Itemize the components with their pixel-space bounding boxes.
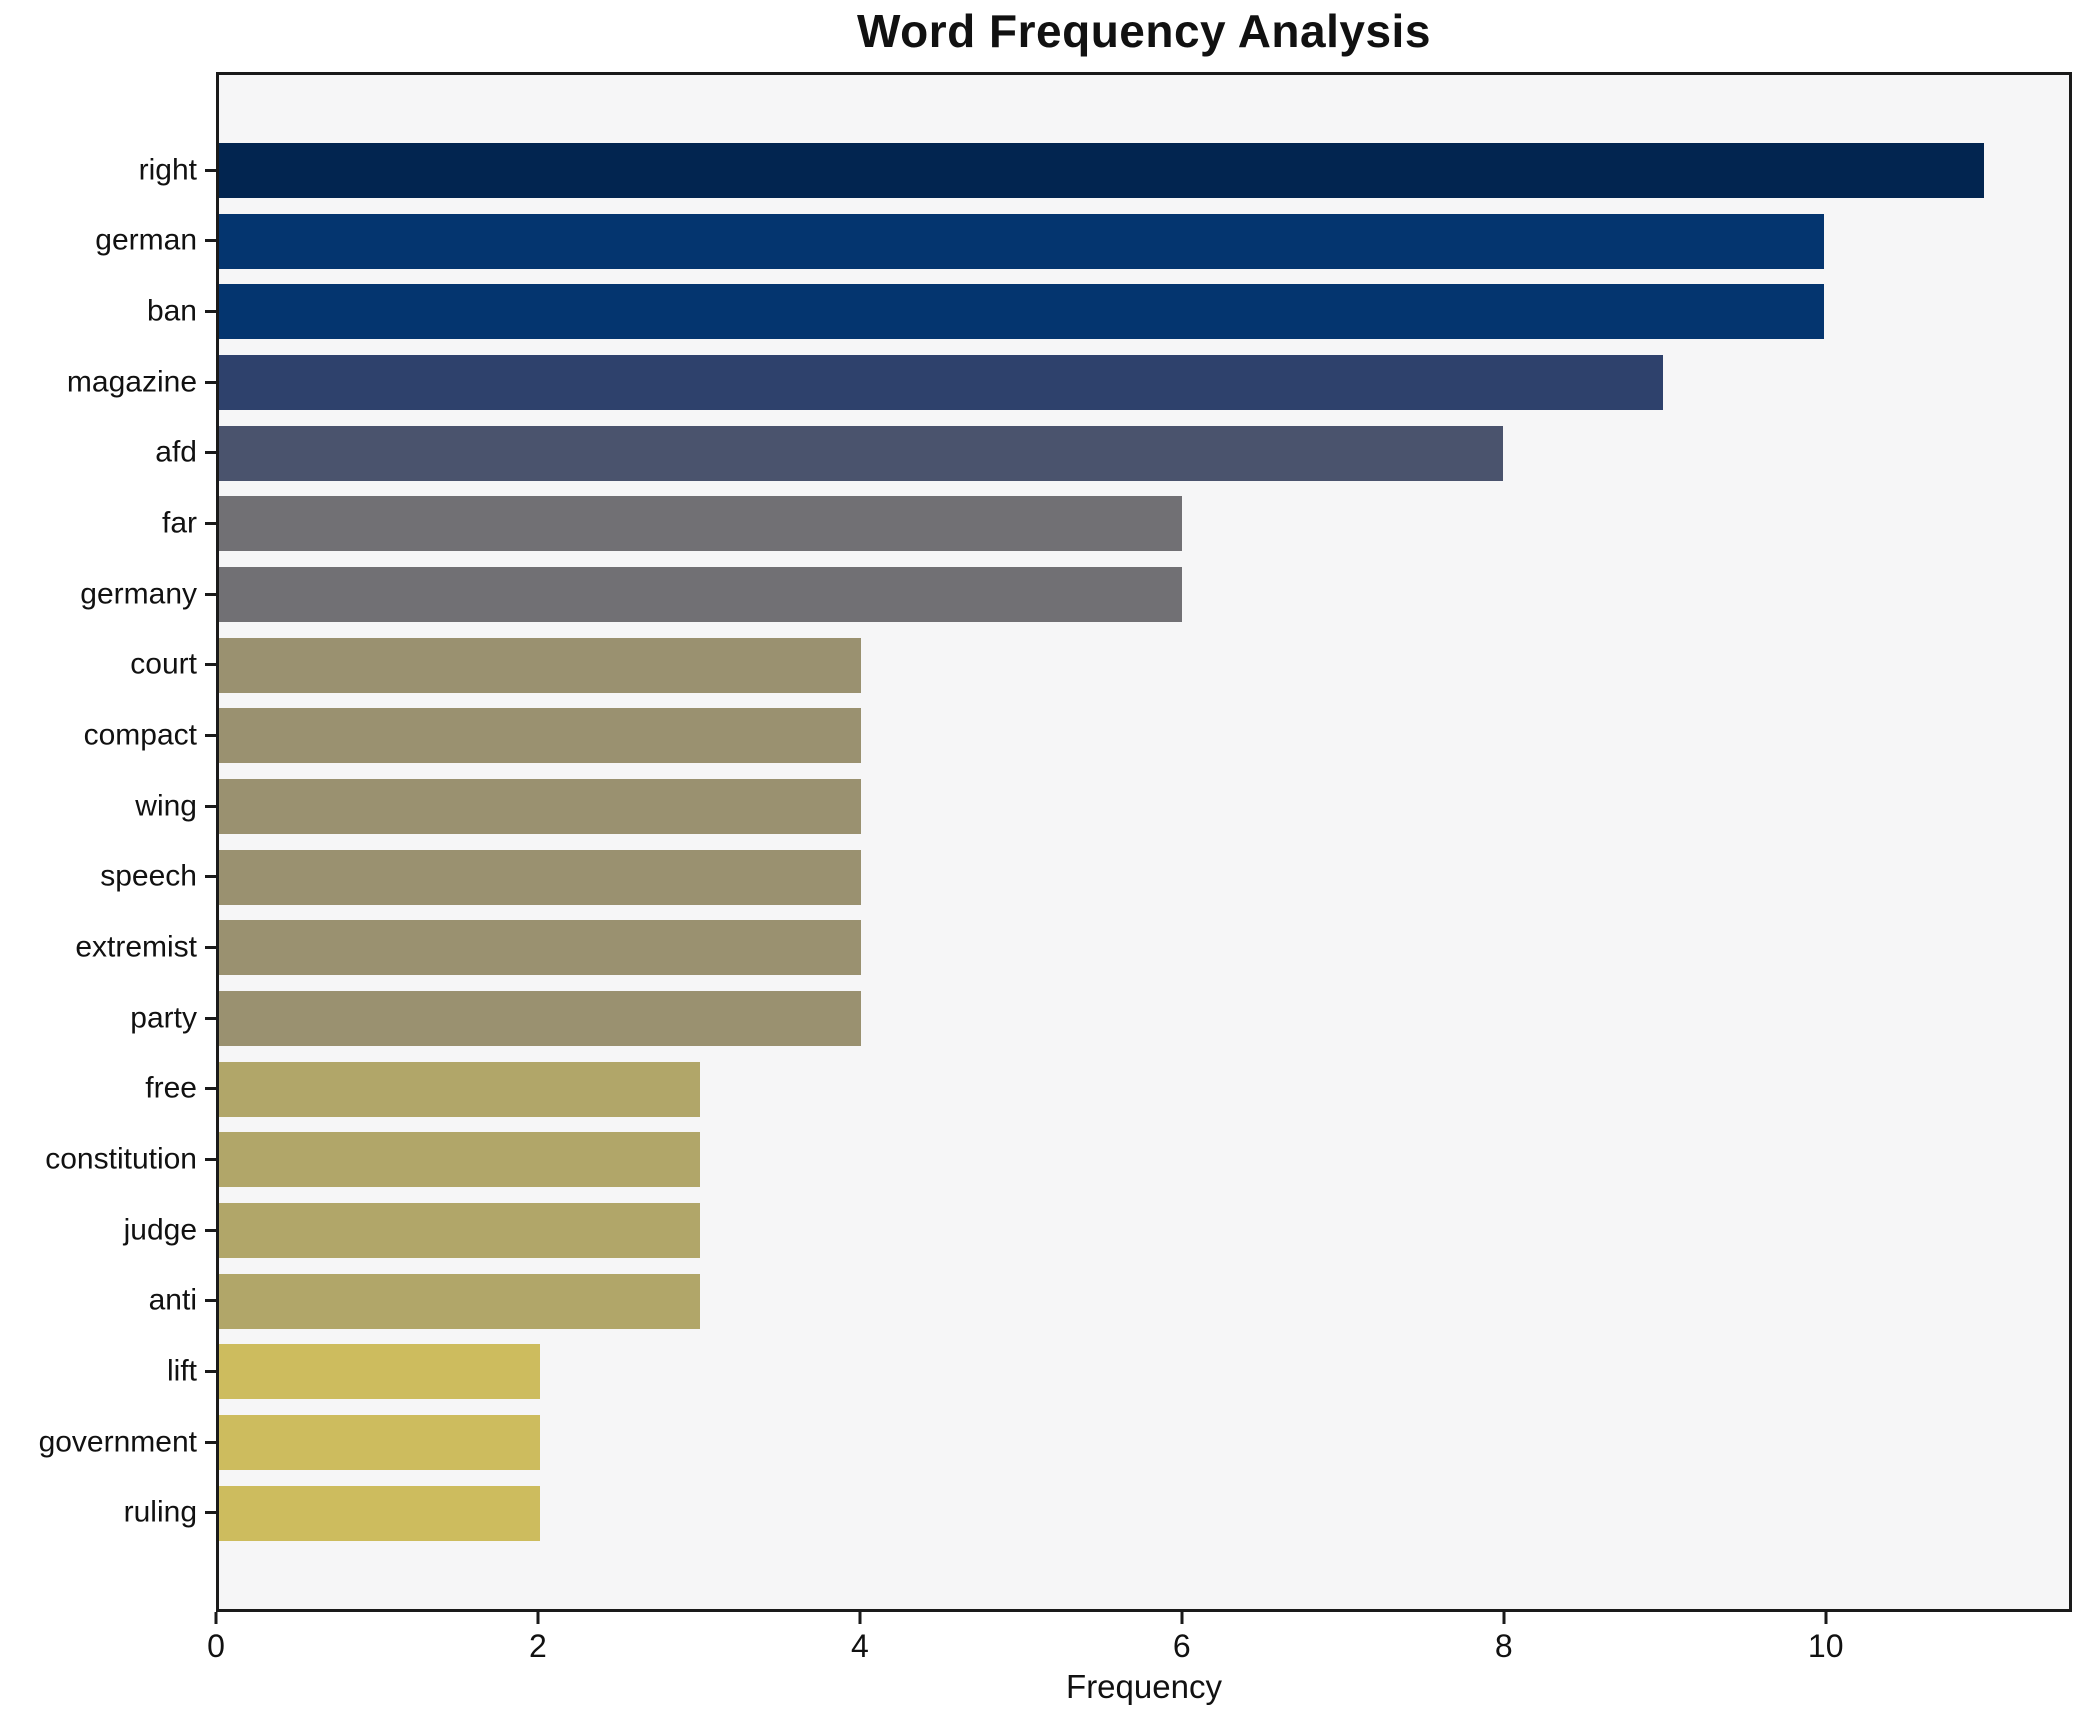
y-tick-mark (205, 733, 216, 737)
bar (219, 1132, 701, 1188)
y-tick-label: government (38, 1424, 197, 1458)
x-tick-mark (214, 1612, 218, 1624)
bar (219, 849, 861, 905)
y-tick-label: free (145, 1071, 197, 1105)
bar (219, 1203, 701, 1259)
bar (219, 425, 1503, 481)
bar (219, 1344, 540, 1400)
y-tick-mark (205, 451, 216, 455)
y-tick-label: german (95, 223, 197, 257)
bar-row: constitution (45, 1132, 2069, 1188)
plot-area: right german ban magazine afd far germany court… (39, 72, 2072, 1612)
bar-row: court (130, 637, 2069, 693)
bar-row: anti (149, 1273, 2069, 1329)
bar (219, 1485, 540, 1541)
bar-row: german (95, 213, 2069, 269)
y-tick-label: anti (148, 1283, 197, 1317)
bar (219, 567, 1182, 623)
bar (219, 1415, 540, 1471)
y-tick-mark (205, 804, 216, 808)
y-tick-label: wing (135, 788, 197, 822)
bar-row: free (145, 1061, 2069, 1117)
bar-row: extremist (75, 920, 2069, 976)
x-tick-mark (858, 1612, 862, 1624)
y-tick-label: right (138, 152, 197, 186)
y-tick-mark (205, 1369, 216, 1373)
bar (219, 496, 1182, 552)
bar-row: right (139, 143, 2069, 198)
x-tick-label: 0 (207, 1628, 225, 1664)
bar (219, 213, 1824, 269)
bar-row: ban (147, 284, 2069, 340)
bar-row: germany (80, 567, 2069, 623)
y-tick-mark (205, 875, 216, 879)
bar-row: lift (167, 1344, 2069, 1400)
y-tick-mark (205, 380, 216, 384)
y-tick-label: court (130, 647, 197, 681)
x-tick-mark (536, 1612, 540, 1624)
bar-row: government (39, 1415, 2069, 1471)
bar-row: wing (135, 779, 2069, 835)
bar-row: judge (124, 1203, 2069, 1259)
y-tick-label: afd (155, 435, 197, 469)
y-tick-mark (205, 168, 216, 172)
bar (219, 143, 1984, 198)
y-tick-label: ruling (123, 1495, 197, 1529)
bar-row: speech (100, 849, 2069, 905)
y-tick-label: far (161, 506, 197, 540)
bar-row: party (130, 991, 2069, 1047)
y-tick-label: compact (83, 718, 197, 752)
x-tick-label: 6 (1172, 1628, 1191, 1664)
bar (219, 1273, 701, 1329)
bar (219, 284, 1824, 340)
y-tick-mark (205, 1440, 216, 1444)
y-tick-mark (205, 1016, 216, 1020)
y-tick-label: party (130, 1000, 197, 1034)
y-tick-label: judge (123, 1212, 197, 1246)
y-tick-mark (205, 521, 216, 525)
bar (219, 920, 861, 976)
x-tick-label: 10 (1807, 1628, 1844, 1664)
bar-row: far (162, 496, 2069, 552)
x-tick-mark (1180, 1612, 1184, 1624)
x-tick-label: 8 (1494, 1628, 1513, 1664)
chart-title: Word Frequency Analysis (857, 5, 1431, 57)
x-tick-mark (1824, 1612, 1828, 1624)
y-tick-mark (205, 592, 216, 596)
y-tick-mark (205, 1228, 216, 1232)
y-tick-label: ban (146, 294, 197, 328)
x-tick-label: 4 (850, 1628, 869, 1664)
bar (219, 708, 861, 764)
bar (219, 991, 861, 1047)
bar (219, 1061, 701, 1117)
y-tick-label: lift (167, 1354, 197, 1388)
y-tick-mark (205, 239, 216, 243)
y-tick-mark (205, 1087, 216, 1091)
y-tick-mark (205, 309, 216, 313)
bar-row: magazine (67, 355, 2069, 411)
bar (219, 355, 1664, 411)
y-tick-mark (205, 663, 216, 667)
x-tick-mark (1502, 1612, 1506, 1624)
bar (219, 637, 861, 693)
bar-row: ruling (124, 1485, 2069, 1541)
y-tick-label: germany (80, 576, 197, 610)
y-tick-label: constitution (45, 1142, 197, 1176)
y-tick-mark (205, 1157, 216, 1161)
bar-row: compact (84, 708, 2069, 764)
bar (219, 779, 861, 835)
bars-container: right german ban magazine afd far germany court… (39, 75, 2069, 1609)
y-tick-label: speech (100, 859, 197, 893)
y-tick-mark (205, 1511, 216, 1515)
bar-row: afd (155, 425, 2069, 481)
x-tick-label: 2 (529, 1628, 547, 1664)
y-tick-mark (205, 1299, 216, 1303)
y-tick-label: extremist (75, 930, 197, 964)
y-tick-label: magazine (66, 364, 197, 398)
y-tick-mark (205, 945, 216, 949)
x-axis-label: Frequency (1066, 1668, 1222, 1705)
